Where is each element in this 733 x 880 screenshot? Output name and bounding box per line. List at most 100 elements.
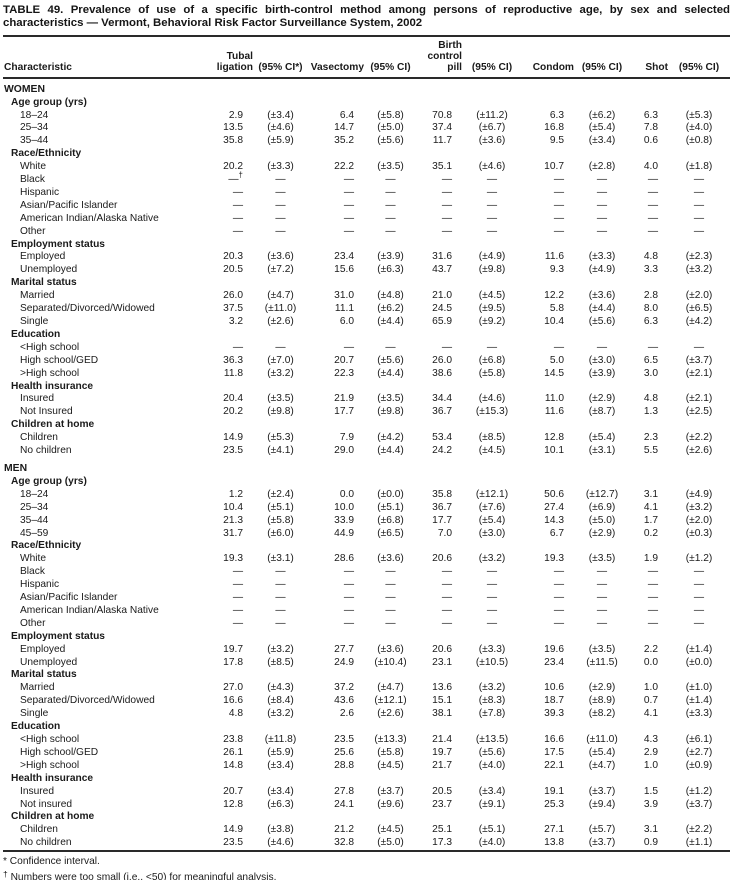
table-row: High school/GED 36.3 (±7.0) 20.7 (±5.6) 26.0 (… xyxy=(3,355,730,368)
value-cell: 26.0 xyxy=(223,290,243,302)
row-label: High school/GED xyxy=(20,354,99,366)
ci-cell: (±6.8) xyxy=(377,514,404,526)
value-cell: — xyxy=(647,579,658,591)
ci-cell: (±0.3) xyxy=(685,527,713,539)
value-cell: 26.0 xyxy=(432,354,452,366)
value-cell: 6.3 xyxy=(643,109,658,121)
value-cell: 11.6 xyxy=(544,406,564,418)
ci-cell: — xyxy=(486,592,498,604)
value-cell: 10.7 xyxy=(544,161,564,173)
ci-cell: (±9.8) xyxy=(267,406,294,418)
ci-cell: — xyxy=(596,592,608,604)
value-cell: 21.9 xyxy=(334,393,354,405)
value-cell: 5.5 xyxy=(643,445,658,457)
row-label: 35–44 xyxy=(20,514,49,526)
ci-cell: (±5.3) xyxy=(267,432,294,444)
ci-cell: (±0.0) xyxy=(685,656,713,668)
table-row: Separated/Divorced/Widowed 16.6 (±8.4) 43.6… xyxy=(3,695,730,708)
value-cell: 14.7 xyxy=(334,122,354,134)
footnote: * Confidence interval. xyxy=(3,855,730,868)
ci-cell: (±4.6) xyxy=(267,837,294,849)
value-cell: — xyxy=(343,174,354,186)
ci-cell: (±3.7) xyxy=(685,354,713,366)
row-label: American Indian/Alaska Native xyxy=(20,212,159,224)
ci-cell: (±8.2) xyxy=(588,708,616,720)
value-cell: — xyxy=(441,592,452,604)
value-cell: 23.5 xyxy=(223,837,243,849)
value-cell: 6.3 xyxy=(549,109,564,121)
ci-cell: (±3.2) xyxy=(267,708,294,720)
ci-cell: (±9.4) xyxy=(588,798,616,810)
value-cell: 2.8 xyxy=(643,290,658,302)
ci-cell: (±4.6) xyxy=(478,393,506,405)
row-label: Separated/Divorced/Widowed xyxy=(20,303,155,315)
ci-cell: (±2.0) xyxy=(685,290,713,302)
value-cell: 18.7 xyxy=(544,695,564,707)
ci-cell: — xyxy=(385,174,396,186)
ci-cell: (±4.0) xyxy=(478,759,506,771)
value-cell: — xyxy=(441,566,452,578)
ci-cell: (±11.0) xyxy=(586,734,618,746)
ci-cell: (±5.9) xyxy=(267,746,294,758)
value-cell: 9.3 xyxy=(549,264,564,276)
row-label: 18–24 xyxy=(20,488,49,500)
value-cell: 17.8 xyxy=(223,656,243,668)
ci-cell: — xyxy=(486,212,498,224)
ci-cell: (±1.1) xyxy=(685,837,713,849)
value-cell: 0.6 xyxy=(643,135,658,147)
value-cell: — xyxy=(647,186,658,198)
value-cell: 4.0 xyxy=(643,161,658,173)
table-row: Hispanic — — — — — — — — — — xyxy=(3,579,730,592)
value-cell: 9.5 xyxy=(549,135,564,147)
value-cell: 20.7 xyxy=(334,354,354,366)
value-cell: 8.0 xyxy=(643,303,658,315)
value-cell: 0.0 xyxy=(339,488,354,500)
value-cell: — xyxy=(553,199,564,211)
ci-cell: — xyxy=(486,341,498,353)
value-cell: 25.6 xyxy=(334,746,354,758)
value-cell: 25.1 xyxy=(432,824,452,836)
ci-cell: — xyxy=(275,617,286,629)
ci-cell: (±2.8) xyxy=(588,161,616,173)
subsection-header-row: Health insurance xyxy=(3,381,730,394)
row-label: Other xyxy=(20,225,46,237)
ci-cell: (±3.4) xyxy=(267,109,294,121)
ci-cell: (±3.2) xyxy=(685,264,713,276)
value-cell: 20.4 xyxy=(223,393,243,405)
value-cell: — xyxy=(647,341,658,353)
value-cell: — xyxy=(232,579,243,591)
ci-cell: — xyxy=(596,199,608,211)
value-cell: 6.3 xyxy=(643,316,658,328)
value-cell: 35.2 xyxy=(334,135,354,147)
ci-cell: — xyxy=(693,341,705,353)
ci-cell: — xyxy=(596,566,608,578)
subsection-label: Age group (yrs) xyxy=(11,475,87,487)
column-header: Birth control pill xyxy=(417,36,462,79)
value-cell: 24.1 xyxy=(334,798,354,810)
value-cell: — xyxy=(232,225,243,237)
table-row: Asian/Pacific Islander — — — — — — — — — — xyxy=(3,592,730,605)
value-cell: 4.1 xyxy=(643,708,658,720)
value-cell: 12.2 xyxy=(544,290,564,302)
value-cell: 19.1 xyxy=(544,785,564,797)
value-cell: 6.4 xyxy=(339,109,354,121)
value-cell: — xyxy=(343,225,354,237)
value-cell: 2.9 xyxy=(643,746,658,758)
header-row: Characteristic Tubal ligation (95% CI*) Vas… xyxy=(3,36,730,79)
value-cell: 22.3 xyxy=(334,367,354,379)
value-cell: 21.0 xyxy=(432,290,452,302)
ci-cell: (±4.4) xyxy=(377,445,404,457)
ci-cell: (±2.5) xyxy=(685,406,713,418)
subsection-header-row: Race/Ethnicity xyxy=(3,148,730,161)
subsection-label: Marital status xyxy=(11,277,77,289)
value-cell: 23.8 xyxy=(223,734,243,746)
row-label: 25–34 xyxy=(20,501,49,513)
row-label: Insured xyxy=(20,785,54,797)
ci-cell: (±5.0) xyxy=(588,514,616,526)
ci-cell: — xyxy=(275,174,286,186)
ci-cell: (±2.7) xyxy=(685,746,713,758)
ci-cell: — xyxy=(486,186,498,198)
ci-cell: — xyxy=(693,592,705,604)
table-row: Employed 20.3 (±3.6) 23.4 (±3.9) 31.6 (±4.9) 11… xyxy=(3,251,730,264)
value-cell: 70.8 xyxy=(432,109,452,121)
